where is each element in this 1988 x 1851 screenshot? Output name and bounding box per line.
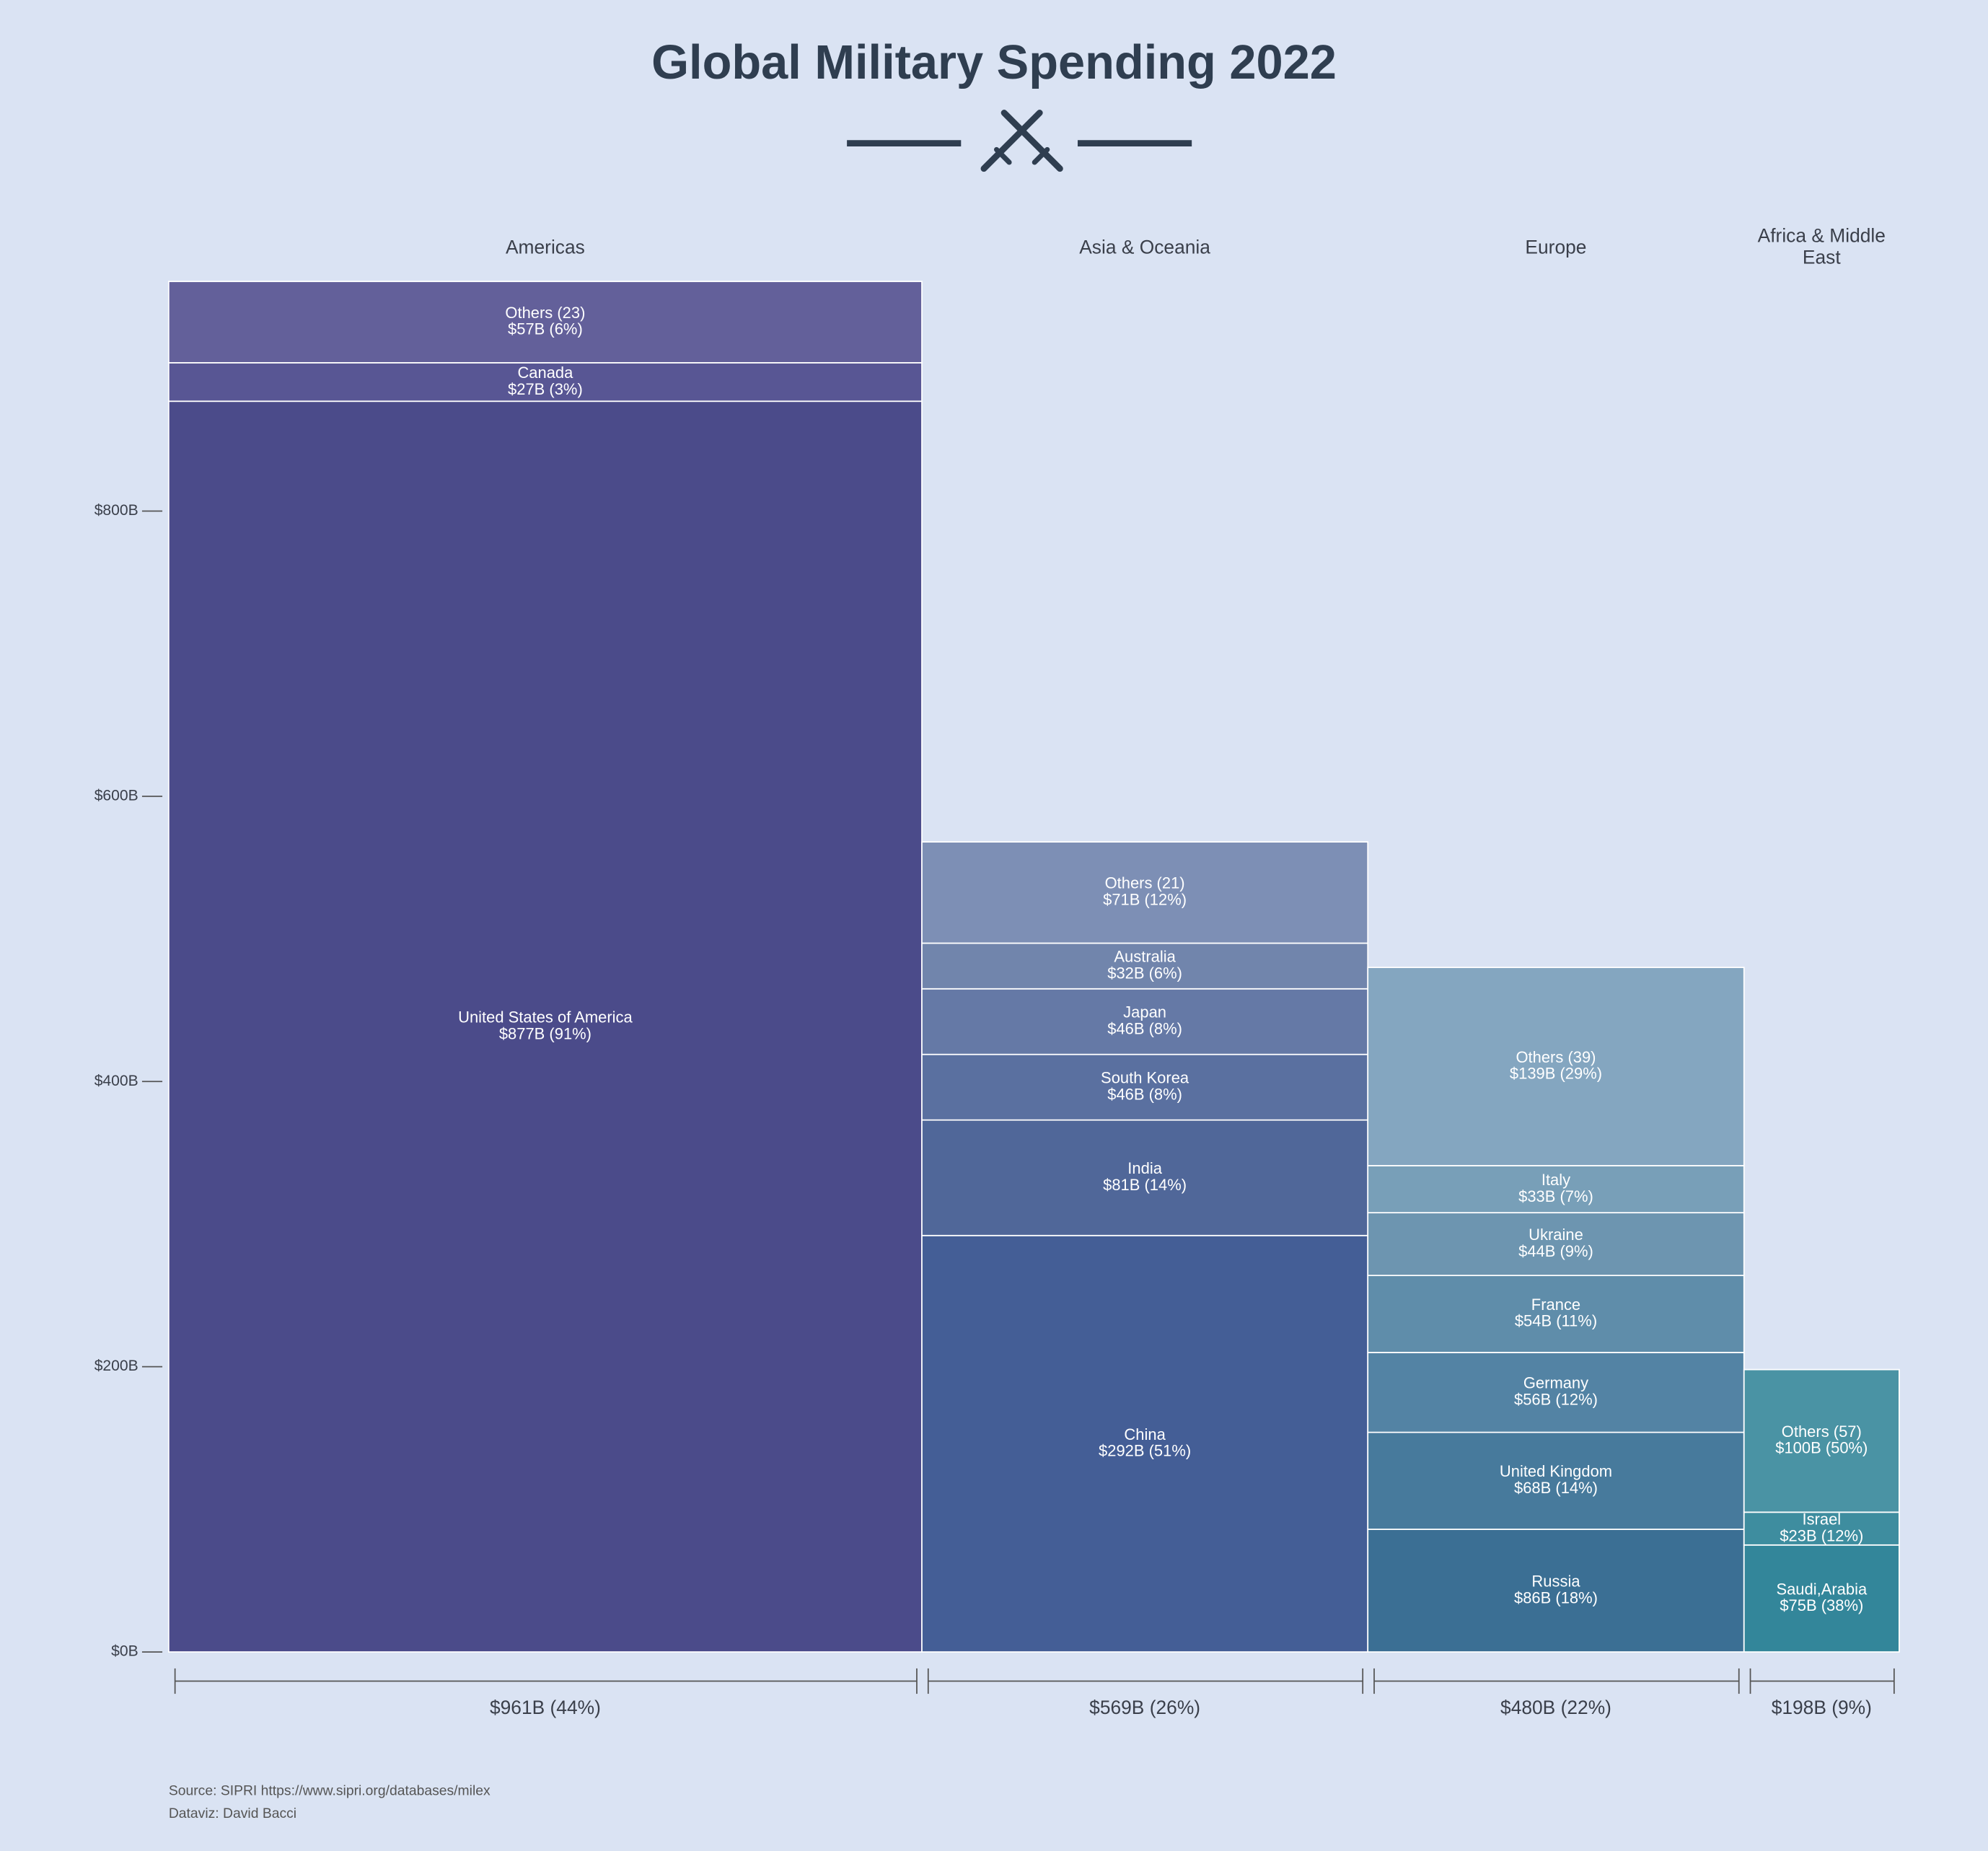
segment-label: Others (57) bbox=[1782, 1423, 1862, 1441]
source-note: Source: SIPRI https://www.sipri.org/data… bbox=[169, 1784, 491, 1799]
segment-value-label: $81B (14%) bbox=[1103, 1176, 1187, 1194]
segment-label: Italy bbox=[1541, 1171, 1570, 1189]
segment-value-label: $71B (12%) bbox=[1103, 891, 1187, 909]
y-tick-label: $400B bbox=[94, 1073, 138, 1089]
y-tick-label: $800B bbox=[94, 502, 138, 519]
segment-label: Russia bbox=[1531, 1572, 1580, 1590]
group-total-label: $569B (26%) bbox=[1089, 1697, 1200, 1718]
chart-title: Global Military Spending 2022 bbox=[651, 36, 1337, 89]
segment bbox=[1367, 1352, 1745, 1433]
total-bracket bbox=[1373, 1668, 1740, 1694]
segment-label: United States of America bbox=[458, 1008, 633, 1026]
segment bbox=[921, 841, 1369, 944]
segment-value-label: $75B (38%) bbox=[1780, 1596, 1863, 1614]
segment-value-label: $56B (12%) bbox=[1514, 1390, 1598, 1408]
credit-note: Dataviz: David Bacci bbox=[169, 1806, 296, 1821]
segment-value-label: $23B (12%) bbox=[1780, 1526, 1863, 1544]
segment bbox=[167, 400, 923, 1653]
group-header: Asia & Oceania bbox=[1079, 236, 1210, 258]
segment bbox=[1367, 1165, 1745, 1214]
segment-value-label: $86B (18%) bbox=[1514, 1588, 1598, 1606]
group-total-label: $198B (9%) bbox=[1772, 1697, 1872, 1718]
group-header: Europe bbox=[1525, 236, 1587, 258]
segment-label: Others (39) bbox=[1516, 1048, 1596, 1066]
segment bbox=[1367, 1431, 1745, 1530]
title-ornament bbox=[847, 110, 1192, 172]
segment-value-label: $100B (50%) bbox=[1775, 1439, 1868, 1457]
y-tick-label: $600B bbox=[94, 787, 138, 804]
segment-value-label: $139B (29%) bbox=[1510, 1065, 1602, 1083]
segment-label: Ukraine bbox=[1529, 1226, 1583, 1244]
segment-value-label: $57B (6%) bbox=[508, 320, 583, 338]
total-bracket bbox=[174, 1668, 918, 1694]
segment bbox=[167, 281, 923, 364]
y-tick-label: $200B bbox=[94, 1358, 138, 1374]
segment bbox=[921, 942, 1369, 990]
segment-value-label: $46B (8%) bbox=[1107, 1085, 1182, 1103]
segment-label: Canada bbox=[517, 364, 573, 382]
segment-value-label: $44B (9%) bbox=[1518, 1242, 1593, 1260]
total-bracket bbox=[1749, 1668, 1895, 1694]
segment-label: India bbox=[1127, 1159, 1162, 1177]
segment-value-label: $292B (51%) bbox=[1099, 1442, 1191, 1460]
segment-value-label: $68B (14%) bbox=[1514, 1479, 1598, 1497]
segment bbox=[1367, 1212, 1745, 1277]
group-header-label: Europe bbox=[1525, 236, 1587, 258]
segment-label: Australia bbox=[1114, 948, 1176, 966]
segment-value-label: $46B (8%) bbox=[1107, 1019, 1182, 1037]
segment bbox=[1367, 967, 1745, 1166]
y-tick-label: $0B bbox=[111, 1643, 138, 1660]
segment-value-label: $32B (6%) bbox=[1107, 964, 1182, 982]
group-header: Africa & Middle East bbox=[1757, 225, 1886, 269]
segment-value-label: $877B (91%) bbox=[499, 1024, 591, 1042]
segment bbox=[1743, 1368, 1900, 1513]
segment-label: Others (23) bbox=[505, 304, 585, 322]
segment bbox=[167, 361, 923, 403]
segment-label: Japan bbox=[1123, 1003, 1166, 1021]
segment-value-label: $54B (11%) bbox=[1515, 1312, 1597, 1330]
segment-label: Israel bbox=[1802, 1510, 1841, 1528]
group-header: Americas bbox=[505, 236, 585, 258]
segment-label: South Korea bbox=[1101, 1069, 1189, 1087]
total-bracket bbox=[927, 1668, 1364, 1694]
segment-value-label: $33B (7%) bbox=[1518, 1187, 1593, 1205]
segment bbox=[921, 1053, 1369, 1121]
group-total-label: $961B (44%) bbox=[490, 1697, 601, 1718]
segment-label: France bbox=[1531, 1296, 1580, 1314]
group-header-label: Asia & Oceania bbox=[1079, 236, 1210, 258]
segment bbox=[1367, 1529, 1745, 1653]
segment bbox=[1743, 1544, 1900, 1653]
group-total-label: $480B (22%) bbox=[1500, 1697, 1611, 1718]
segment-label: Germany bbox=[1523, 1374, 1588, 1392]
group-header-label: Africa & Middle East bbox=[1757, 225, 1886, 269]
segment bbox=[921, 1234, 1369, 1653]
segment-value-label: $27B (3%) bbox=[508, 380, 583, 398]
segment-label: Saudi,Arabia bbox=[1776, 1580, 1867, 1598]
segment bbox=[1367, 1275, 1745, 1353]
segment-label: Others (21) bbox=[1105, 874, 1185, 892]
segment-label: China bbox=[1124, 1425, 1166, 1443]
group-header-label: Americas bbox=[505, 236, 585, 258]
segment-label: United Kingdom bbox=[1500, 1462, 1612, 1480]
